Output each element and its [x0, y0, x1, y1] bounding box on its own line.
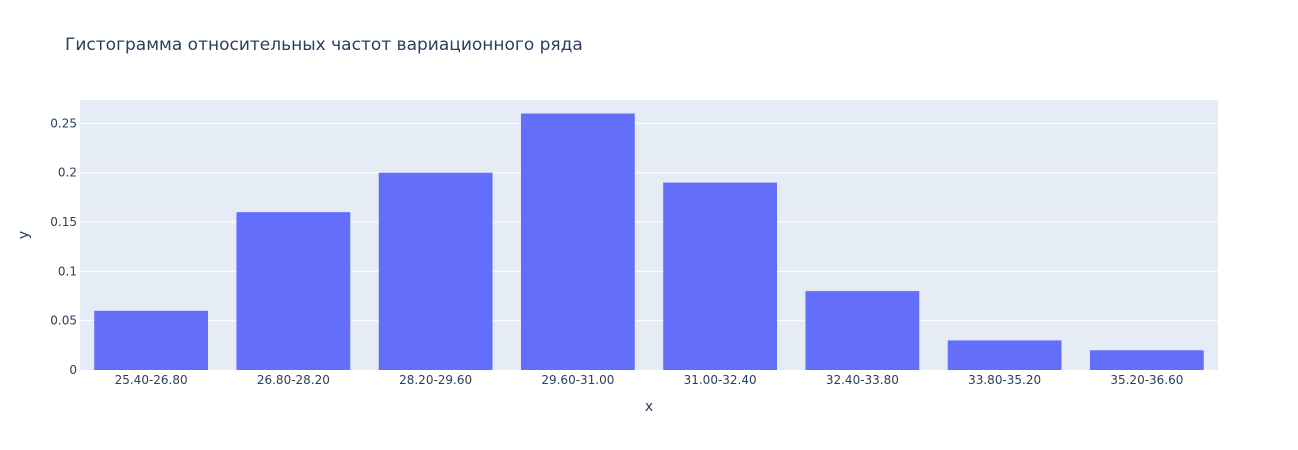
bar-7[interactable] [947, 340, 1062, 370]
x-tick-label: 29.60-31.00 [541, 373, 614, 387]
bar-5[interactable] [663, 182, 778, 370]
y-tick-label: 0 [69, 363, 77, 377]
x-tick-label: 26.80-28.20 [257, 373, 330, 387]
chart-title: Гистограмма относительных частот вариаци… [65, 35, 583, 55]
y-axis-label: y [16, 231, 32, 239]
x-tick-labels: 25.40-26.80 26.80-28.20 28.20-29.60 29.60-3… [115, 373, 1184, 387]
y-tick-label: 0.15 [50, 215, 77, 229]
y-tick-label: 0.05 [50, 314, 77, 328]
x-tick-label: 35.20-36.60 [1110, 373, 1183, 387]
x-tick-label: 28.20-29.60 [399, 373, 472, 387]
y-tick-label: 0.1 [58, 264, 77, 278]
x-tick-label: 25.40-26.80 [115, 373, 188, 387]
bar-8[interactable] [1089, 350, 1204, 370]
y-tick-label: 0.2 [58, 166, 77, 180]
y-tick-labels: 0 0.05 0.1 0.15 0.2 0.25 [50, 116, 77, 377]
x-axis-label: x [645, 399, 653, 415]
bar-3[interactable] [378, 172, 493, 370]
y-tick-label: 0.25 [50, 116, 77, 130]
x-tick-label: 31.00-32.40 [684, 373, 757, 387]
bar-6[interactable] [805, 291, 920, 370]
bar-4[interactable] [520, 113, 635, 370]
bar-1[interactable] [94, 310, 209, 370]
x-tick-label: 33.80-35.20 [968, 373, 1041, 387]
bar-2[interactable] [236, 212, 351, 370]
bars [94, 113, 1204, 370]
x-tick-label: 32.40-33.80 [826, 373, 899, 387]
